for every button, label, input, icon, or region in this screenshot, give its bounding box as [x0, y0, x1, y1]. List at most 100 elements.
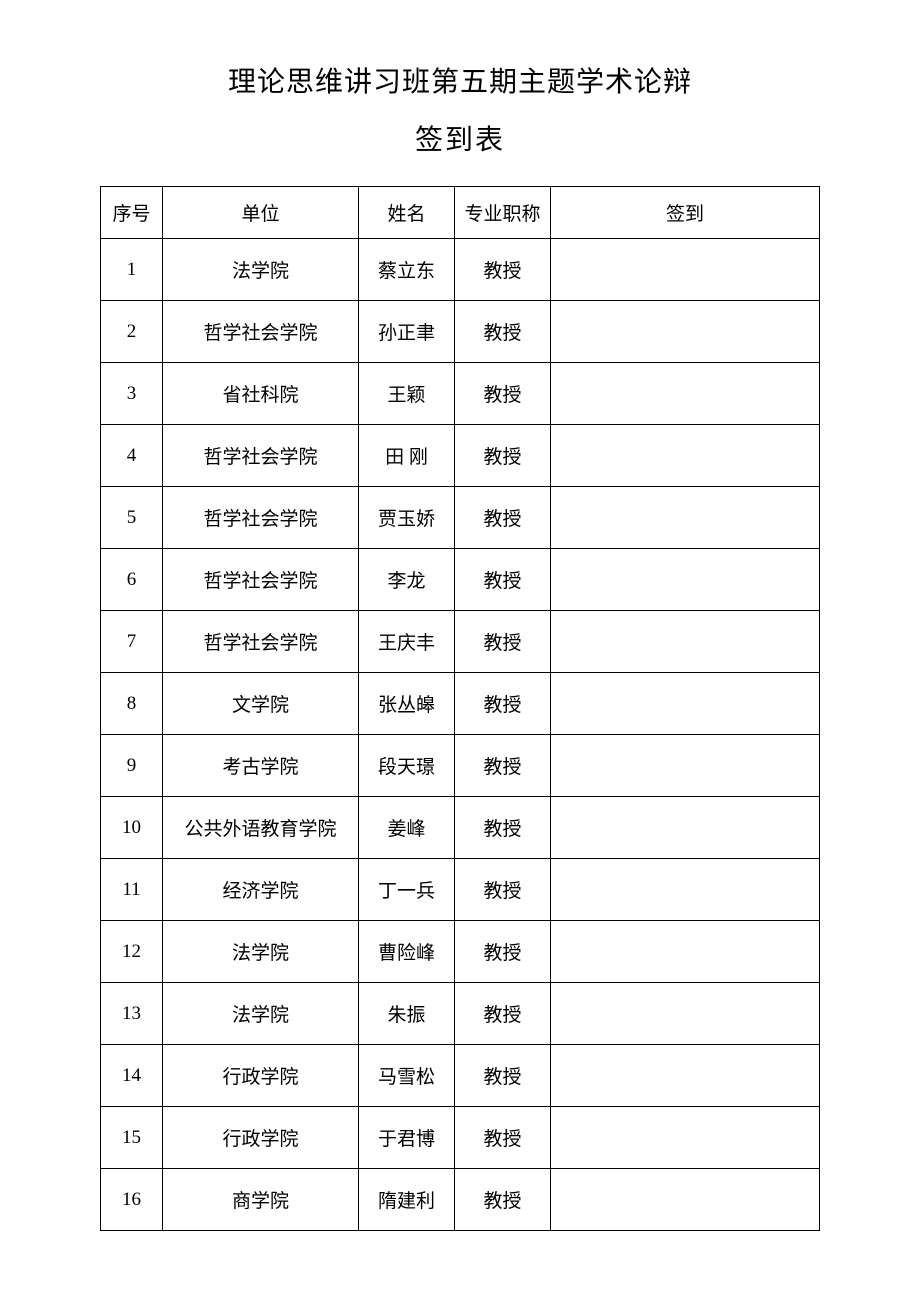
table-row: 14行政学院马雪松教授 — [101, 1045, 820, 1107]
table-row: 2哲学社会学院孙正聿教授 — [101, 301, 820, 363]
cell-signin — [551, 1107, 820, 1169]
cell-unit: 法学院 — [163, 921, 359, 983]
cell-unit: 法学院 — [163, 239, 359, 301]
cell-unit: 哲学社会学院 — [163, 611, 359, 673]
cell-protitle: 教授 — [455, 921, 551, 983]
cell-name: 李龙 — [359, 549, 455, 611]
cell-unit: 省社科院 — [163, 363, 359, 425]
cell-seq: 10 — [101, 797, 163, 859]
table-row: 13法学院朱振教授 — [101, 983, 820, 1045]
cell-seq: 8 — [101, 673, 163, 735]
cell-seq: 15 — [101, 1107, 163, 1169]
cell-protitle: 教授 — [455, 487, 551, 549]
table-row: 7哲学社会学院王庆丰教授 — [101, 611, 820, 673]
cell-seq: 4 — [101, 425, 163, 487]
signin-table: 序号 单位 姓名 专业职称 签到 1法学院蔡立东教授2哲学社会学院孙正聿教授3省… — [100, 186, 820, 1231]
table-row: 12法学院曹险峰教授 — [101, 921, 820, 983]
cell-signin — [551, 487, 820, 549]
cell-unit: 文学院 — [163, 673, 359, 735]
cell-name: 贾玉娇 — [359, 487, 455, 549]
cell-seq: 2 — [101, 301, 163, 363]
cell-signin — [551, 673, 820, 735]
cell-signin — [551, 921, 820, 983]
cell-unit: 行政学院 — [163, 1045, 359, 1107]
cell-unit: 公共外语教育学院 — [163, 797, 359, 859]
cell-name: 蔡立东 — [359, 239, 455, 301]
table-row: 10公共外语教育学院姜峰教授 — [101, 797, 820, 859]
cell-name: 于君博 — [359, 1107, 455, 1169]
cell-seq: 5 — [101, 487, 163, 549]
cell-name: 孙正聿 — [359, 301, 455, 363]
col-header-signin: 签到 — [551, 187, 820, 239]
cell-protitle: 教授 — [455, 363, 551, 425]
cell-signin — [551, 301, 820, 363]
cell-name: 曹险峰 — [359, 921, 455, 983]
cell-protitle: 教授 — [455, 611, 551, 673]
cell-seq: 14 — [101, 1045, 163, 1107]
table-body: 1法学院蔡立东教授2哲学社会学院孙正聿教授3省社科院王颖教授4哲学社会学院田 刚… — [101, 239, 820, 1231]
cell-signin — [551, 797, 820, 859]
cell-seq: 9 — [101, 735, 163, 797]
cell-name: 张丛皞 — [359, 673, 455, 735]
cell-protitle: 教授 — [455, 1045, 551, 1107]
cell-unit: 哲学社会学院 — [163, 549, 359, 611]
table-row: 5哲学社会学院贾玉娇教授 — [101, 487, 820, 549]
cell-name: 隋建利 — [359, 1169, 455, 1231]
col-header-unit: 单位 — [163, 187, 359, 239]
cell-name: 姜峰 — [359, 797, 455, 859]
cell-seq: 7 — [101, 611, 163, 673]
cell-unit: 法学院 — [163, 983, 359, 1045]
table-row: 8文学院张丛皞教授 — [101, 673, 820, 735]
cell-protitle: 教授 — [455, 797, 551, 859]
col-header-seq: 序号 — [101, 187, 163, 239]
cell-protitle: 教授 — [455, 549, 551, 611]
cell-name: 王颖 — [359, 363, 455, 425]
cell-signin — [551, 611, 820, 673]
table-row: 15行政学院于君博教授 — [101, 1107, 820, 1169]
cell-signin — [551, 859, 820, 921]
cell-signin — [551, 363, 820, 425]
cell-protitle: 教授 — [455, 983, 551, 1045]
cell-seq: 16 — [101, 1169, 163, 1231]
cell-seq: 1 — [101, 239, 163, 301]
col-header-protitle: 专业职称 — [455, 187, 551, 239]
page-title: 理论思维讲习班第五期主题学术论辩 — [100, 60, 820, 100]
cell-name: 王庆丰 — [359, 611, 455, 673]
cell-protitle: 教授 — [455, 1169, 551, 1231]
cell-seq: 6 — [101, 549, 163, 611]
cell-signin — [551, 425, 820, 487]
cell-unit: 行政学院 — [163, 1107, 359, 1169]
table-row: 11经济学院丁一兵教授 — [101, 859, 820, 921]
cell-name: 朱振 — [359, 983, 455, 1045]
cell-name: 段天璟 — [359, 735, 455, 797]
cell-protitle: 教授 — [455, 673, 551, 735]
table-header-row: 序号 单位 姓名 专业职称 签到 — [101, 187, 820, 239]
cell-protitle: 教授 — [455, 1107, 551, 1169]
cell-unit: 经济学院 — [163, 859, 359, 921]
cell-seq: 11 — [101, 859, 163, 921]
cell-unit: 哲学社会学院 — [163, 425, 359, 487]
table-row: 9考古学院段天璟教授 — [101, 735, 820, 797]
cell-protitle: 教授 — [455, 239, 551, 301]
cell-protitle: 教授 — [455, 425, 551, 487]
cell-seq: 13 — [101, 983, 163, 1045]
cell-name: 田 刚 — [359, 425, 455, 487]
cell-protitle: 教授 — [455, 735, 551, 797]
cell-signin — [551, 549, 820, 611]
page-subtitle: 签到表 — [100, 118, 820, 158]
cell-signin — [551, 1169, 820, 1231]
cell-unit: 商学院 — [163, 1169, 359, 1231]
cell-seq: 3 — [101, 363, 163, 425]
cell-signin — [551, 735, 820, 797]
cell-protitle: 教授 — [455, 301, 551, 363]
cell-unit: 哲学社会学院 — [163, 301, 359, 363]
cell-signin — [551, 1045, 820, 1107]
table-row: 6哲学社会学院李龙教授 — [101, 549, 820, 611]
cell-unit: 考古学院 — [163, 735, 359, 797]
cell-unit: 哲学社会学院 — [163, 487, 359, 549]
cell-name: 马雪松 — [359, 1045, 455, 1107]
table-row: 16商学院隋建利教授 — [101, 1169, 820, 1231]
cell-seq: 12 — [101, 921, 163, 983]
table-row: 1法学院蔡立东教授 — [101, 239, 820, 301]
cell-signin — [551, 983, 820, 1045]
